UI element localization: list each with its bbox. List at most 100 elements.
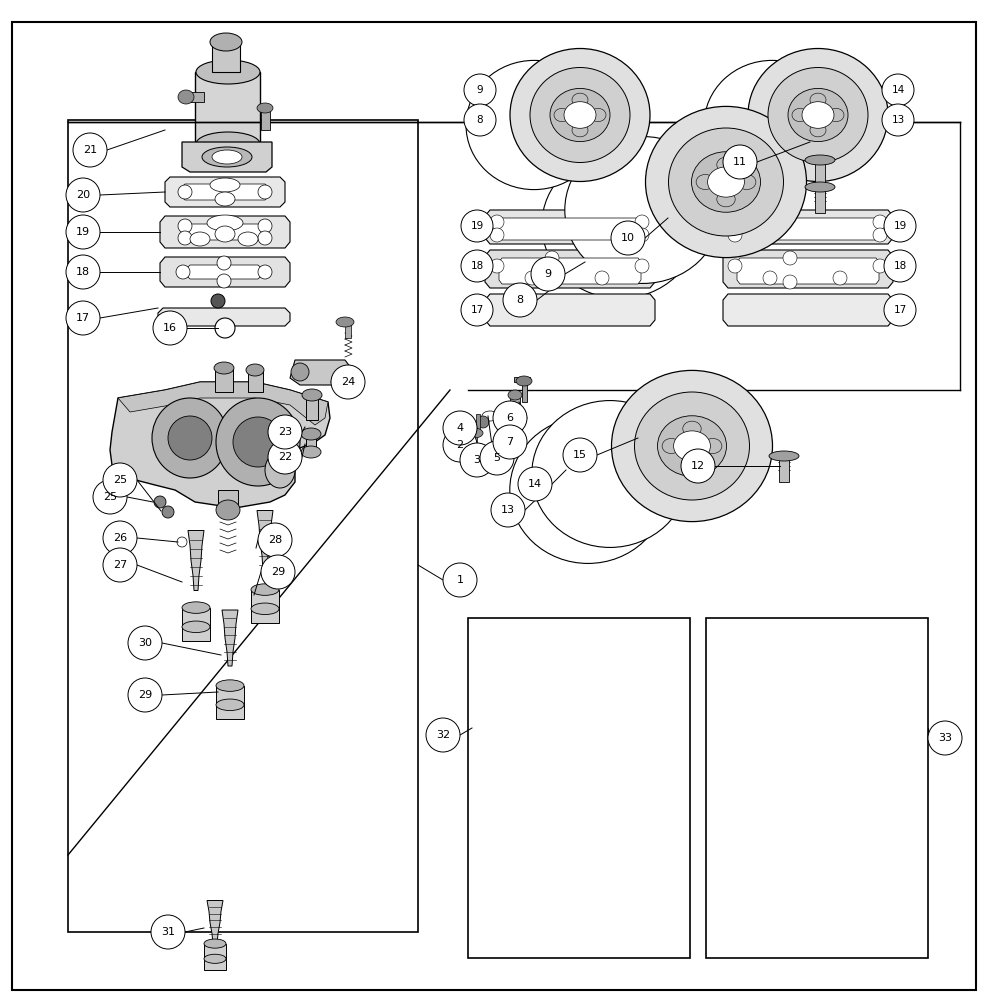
Text: 5: 5 xyxy=(494,453,501,463)
Ellipse shape xyxy=(724,475,744,495)
Ellipse shape xyxy=(843,73,863,93)
Ellipse shape xyxy=(490,259,504,273)
Ellipse shape xyxy=(489,147,509,167)
Circle shape xyxy=(93,480,127,514)
Ellipse shape xyxy=(873,215,887,229)
Ellipse shape xyxy=(792,108,808,122)
Bar xyxy=(306,395,318,420)
Ellipse shape xyxy=(652,254,672,274)
Ellipse shape xyxy=(797,147,817,167)
Ellipse shape xyxy=(530,68,630,162)
Bar xyxy=(345,322,351,338)
Polygon shape xyxy=(290,360,360,390)
Circle shape xyxy=(928,721,962,755)
Ellipse shape xyxy=(642,503,662,523)
Bar xyxy=(476,414,480,432)
Ellipse shape xyxy=(652,176,672,196)
Ellipse shape xyxy=(797,83,817,103)
Bar xyxy=(261,108,270,130)
Bar xyxy=(468,618,690,958)
Ellipse shape xyxy=(668,128,784,236)
Ellipse shape xyxy=(724,397,744,417)
Circle shape xyxy=(884,294,916,326)
Ellipse shape xyxy=(222,35,234,43)
Ellipse shape xyxy=(773,73,793,93)
Text: 28: 28 xyxy=(268,535,282,545)
Text: 27: 27 xyxy=(113,560,127,570)
Bar xyxy=(510,395,520,410)
Circle shape xyxy=(503,283,537,317)
Text: 1: 1 xyxy=(456,575,464,585)
Text: 19: 19 xyxy=(76,227,90,237)
Circle shape xyxy=(460,443,494,477)
Ellipse shape xyxy=(717,192,735,207)
Text: 8: 8 xyxy=(516,295,524,305)
Ellipse shape xyxy=(215,318,235,338)
Ellipse shape xyxy=(810,124,826,137)
Polygon shape xyxy=(165,177,285,207)
Text: 15: 15 xyxy=(573,450,587,460)
Polygon shape xyxy=(110,382,330,508)
Ellipse shape xyxy=(246,364,264,376)
Ellipse shape xyxy=(336,317,354,327)
Ellipse shape xyxy=(683,421,701,436)
Ellipse shape xyxy=(490,228,504,242)
Ellipse shape xyxy=(783,275,797,289)
Ellipse shape xyxy=(635,228,649,242)
Polygon shape xyxy=(562,171,678,279)
Polygon shape xyxy=(485,294,655,326)
Bar xyxy=(251,590,279,623)
Text: 3: 3 xyxy=(474,455,480,465)
Ellipse shape xyxy=(532,401,688,547)
Ellipse shape xyxy=(558,425,578,445)
Ellipse shape xyxy=(802,102,834,128)
Polygon shape xyxy=(552,420,668,528)
Ellipse shape xyxy=(216,699,244,711)
Ellipse shape xyxy=(233,417,283,467)
Circle shape xyxy=(103,548,137,582)
Ellipse shape xyxy=(258,185,272,199)
Bar xyxy=(186,92,204,102)
Circle shape xyxy=(493,401,527,435)
Circle shape xyxy=(531,257,565,291)
Circle shape xyxy=(461,294,493,326)
Text: 32: 32 xyxy=(436,730,450,740)
Ellipse shape xyxy=(545,251,559,265)
Polygon shape xyxy=(723,294,893,326)
Ellipse shape xyxy=(536,519,556,539)
Ellipse shape xyxy=(708,167,744,197)
Circle shape xyxy=(681,449,715,483)
Ellipse shape xyxy=(642,425,662,445)
Polygon shape xyxy=(737,218,879,240)
Bar xyxy=(215,367,233,392)
Ellipse shape xyxy=(162,506,174,518)
Ellipse shape xyxy=(769,451,799,461)
Text: 13: 13 xyxy=(501,505,515,515)
Circle shape xyxy=(103,521,137,555)
Ellipse shape xyxy=(683,456,701,471)
Circle shape xyxy=(480,441,514,475)
Circle shape xyxy=(443,428,477,462)
Polygon shape xyxy=(207,900,223,944)
Text: 14: 14 xyxy=(528,479,542,489)
Bar xyxy=(514,377,530,382)
Text: 6: 6 xyxy=(507,413,514,423)
Ellipse shape xyxy=(674,431,710,461)
Ellipse shape xyxy=(704,60,840,190)
Text: 25: 25 xyxy=(103,492,117,502)
Text: 19: 19 xyxy=(893,221,907,231)
Ellipse shape xyxy=(640,397,660,417)
Ellipse shape xyxy=(238,232,258,246)
Polygon shape xyxy=(187,224,263,240)
Text: 31: 31 xyxy=(161,927,175,937)
Bar xyxy=(706,618,928,958)
Ellipse shape xyxy=(833,271,847,285)
Ellipse shape xyxy=(536,441,556,461)
Text: 18: 18 xyxy=(470,261,484,271)
Polygon shape xyxy=(182,142,272,172)
Text: 17: 17 xyxy=(470,305,484,315)
Ellipse shape xyxy=(805,127,835,137)
Text: 12: 12 xyxy=(691,461,705,471)
Ellipse shape xyxy=(620,441,640,461)
Ellipse shape xyxy=(178,90,194,104)
